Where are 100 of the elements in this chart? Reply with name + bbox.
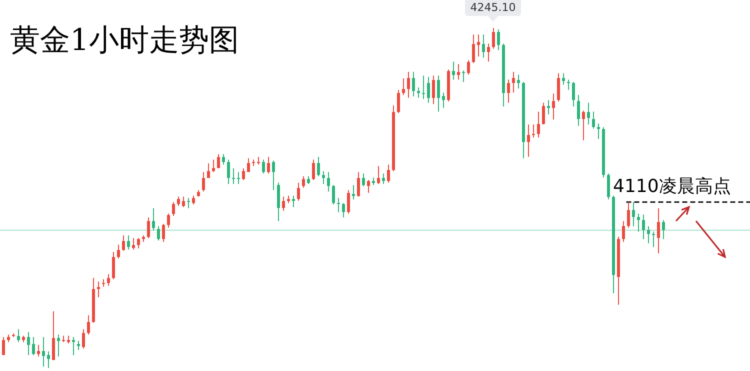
candlestick bbox=[32, 336, 35, 356]
candlestick bbox=[247, 158, 250, 173]
candlestick bbox=[127, 234, 130, 250]
ref-line-label: 4110凌晨高点 bbox=[613, 176, 731, 198]
candlestick bbox=[107, 274, 110, 286]
candlestick bbox=[277, 182, 280, 222]
candlestick bbox=[397, 89, 400, 114]
candlestick bbox=[582, 110, 585, 141]
candlestick bbox=[162, 223, 165, 242]
candlestick bbox=[597, 123, 600, 140]
candlestick bbox=[472, 34, 475, 64]
candlestick bbox=[497, 28, 500, 51]
candlestick bbox=[2, 336, 5, 356]
price-label: 4245.10 bbox=[465, 0, 521, 22]
candlestick bbox=[337, 198, 340, 213]
candlestick bbox=[152, 208, 155, 231]
candlestick bbox=[432, 75, 435, 105]
candlestick bbox=[227, 159, 230, 185]
candlestick bbox=[282, 196, 285, 212]
candlestick bbox=[442, 92, 445, 108]
candlestick bbox=[347, 190, 350, 214]
candlestick bbox=[402, 78, 405, 96]
candlestick bbox=[492, 28, 495, 50]
candlestick bbox=[512, 71, 515, 94]
candlestick bbox=[262, 159, 265, 174]
candlestick bbox=[17, 328, 20, 343]
candlestick bbox=[592, 111, 595, 130]
candlestick bbox=[487, 43, 490, 62]
candlestick bbox=[622, 220, 625, 242]
candlestick bbox=[182, 196, 185, 208]
candlestick bbox=[42, 336, 45, 368]
candlestick bbox=[527, 124, 530, 158]
candlestick bbox=[607, 173, 610, 200]
candlestick bbox=[297, 182, 300, 202]
candlestick bbox=[332, 184, 335, 205]
candlestick bbox=[407, 71, 410, 98]
candlestick bbox=[137, 238, 140, 249]
candlestick bbox=[322, 170, 325, 185]
chart-title: 黄金1小时走势图 bbox=[10, 23, 240, 58]
candlestick bbox=[532, 124, 535, 138]
candlestick bbox=[572, 82, 575, 108]
candlestick bbox=[112, 252, 115, 280]
candlestick bbox=[507, 79, 510, 104]
candlestick bbox=[422, 75, 425, 100]
candlestick bbox=[662, 220, 665, 240]
candlestick bbox=[562, 72, 565, 86]
candlestick bbox=[362, 173, 365, 187]
candlestick bbox=[652, 231, 655, 248]
candlestick bbox=[377, 166, 380, 185]
candlestick bbox=[577, 94, 580, 126]
candlestick bbox=[412, 71, 415, 97]
candlestick bbox=[547, 100, 550, 115]
candlestick bbox=[27, 331, 30, 356]
candlestick bbox=[642, 214, 645, 240]
candlestick bbox=[147, 216, 150, 239]
candlestick bbox=[172, 202, 175, 217]
candlestick bbox=[167, 213, 170, 228]
candlestick bbox=[212, 159, 215, 173]
candlestick bbox=[367, 179, 370, 194]
candlestick bbox=[542, 102, 545, 126]
candlestick bbox=[427, 76, 430, 104]
candlestick bbox=[537, 111, 540, 138]
candlestick bbox=[312, 159, 315, 180]
candlestick bbox=[387, 164, 390, 184]
candlestick bbox=[477, 34, 480, 58]
candlestick bbox=[467, 60, 470, 76]
candlestick bbox=[122, 234, 125, 252]
candlestick bbox=[272, 160, 275, 191]
candlestick bbox=[187, 198, 190, 209]
candlestick bbox=[52, 310, 55, 361]
candlestick bbox=[437, 75, 440, 112]
candlestick bbox=[37, 344, 40, 357]
candlestick bbox=[292, 195, 295, 208]
candlestick bbox=[482, 34, 485, 58]
candlestick bbox=[87, 314, 90, 336]
candlestick bbox=[242, 168, 245, 180]
candlestick bbox=[517, 74, 520, 90]
candlestick bbox=[637, 213, 640, 232]
candlestick bbox=[77, 340, 80, 350]
candlestick bbox=[462, 70, 465, 83]
candlestick bbox=[57, 334, 60, 357]
candlestick bbox=[72, 336, 75, 356]
candlestick bbox=[632, 202, 635, 227]
candlestick bbox=[417, 87, 420, 98]
candlestick bbox=[557, 72, 560, 102]
candlestick bbox=[342, 202, 345, 218]
candlestick bbox=[202, 172, 205, 192]
candlestick bbox=[82, 328, 85, 350]
candlestick bbox=[177, 196, 180, 206]
candlestick bbox=[587, 102, 590, 126]
candlestick bbox=[97, 281, 100, 298]
candlestick bbox=[132, 238, 135, 250]
candlestick bbox=[552, 93, 555, 120]
candlestick bbox=[117, 244, 120, 260]
candlestick bbox=[352, 184, 355, 200]
candlestick bbox=[627, 202, 630, 228]
candlestick bbox=[207, 162, 210, 178]
candlestick bbox=[317, 156, 320, 177]
candlestick bbox=[357, 172, 360, 198]
candlestick bbox=[452, 61, 455, 80]
